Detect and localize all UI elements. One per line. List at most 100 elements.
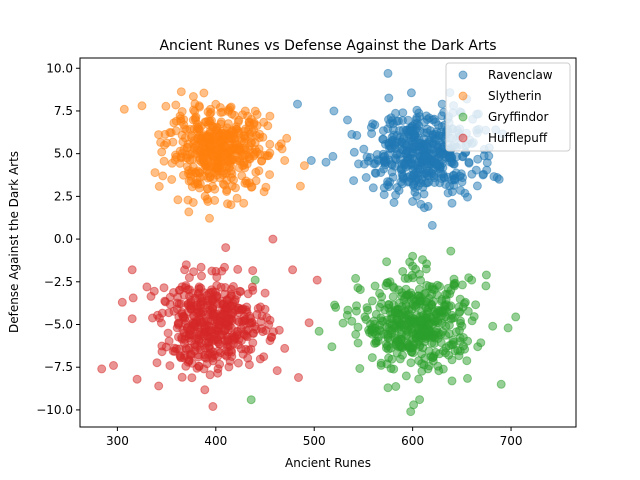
- data-point: [232, 330, 242, 340]
- data-point: [200, 385, 210, 395]
- data-point: [186, 326, 195, 335]
- data-point: [263, 121, 273, 131]
- data-point: [170, 155, 180, 165]
- data-point: [398, 108, 408, 118]
- data-point: [371, 168, 381, 178]
- data-point: [216, 330, 226, 340]
- data-point: [207, 351, 217, 361]
- data-point: [397, 291, 407, 301]
- data-point: [205, 370, 215, 380]
- data-point: [183, 139, 193, 149]
- data-point: [223, 119, 233, 129]
- data-point: [188, 198, 198, 207]
- data-point: [378, 126, 388, 136]
- data-point: [265, 111, 275, 121]
- data-point: [142, 282, 152, 292]
- data-point: [467, 316, 477, 326]
- data-point: [463, 336, 473, 346]
- data-point: [431, 117, 441, 127]
- data-point: [342, 310, 352, 320]
- data-point: [268, 234, 278, 244]
- data-point: [450, 278, 460, 288]
- chart-title: Ancient Runes vs Defense Against the Dar…: [159, 38, 496, 54]
- legend-box: [445, 62, 571, 152]
- data-point: [171, 116, 181, 126]
- data-point: [168, 137, 178, 147]
- data-point: [214, 145, 224, 155]
- data-point: [380, 158, 390, 168]
- data-point: [416, 296, 426, 306]
- data-point: [353, 322, 363, 332]
- data-point: [338, 318, 348, 328]
- data-point: [401, 299, 411, 309]
- legend-item: Ravenclaw: [458, 68, 553, 82]
- data-point: [109, 361, 118, 370]
- data-point: [387, 329, 397, 339]
- data-point: [456, 185, 465, 195]
- data-point: [411, 115, 421, 125]
- data-point: [165, 361, 175, 371]
- data-point: [137, 101, 147, 111]
- data-point: [251, 324, 261, 334]
- data-point: [398, 172, 408, 182]
- data-point: [237, 304, 247, 314]
- data-point: [224, 362, 234, 372]
- data-point: [280, 343, 290, 353]
- data-point: [199, 171, 209, 181]
- data-point: [280, 156, 290, 165]
- data-point: [185, 285, 194, 295]
- data-point: [361, 173, 371, 182]
- legend-item: Gryffindor: [458, 110, 549, 124]
- data-point: [252, 310, 262, 319]
- data-point: [428, 353, 438, 362]
- series-gryffindor: [246, 246, 521, 417]
- data-point: [362, 303, 372, 313]
- data-point: [304, 318, 314, 328]
- legend: Ravenclaw Slytherin Gryffindor Hufflepuff: [445, 62, 571, 152]
- data-point: [153, 310, 162, 320]
- y-tick-label: −5.0: [44, 318, 73, 332]
- data-point: [447, 198, 457, 208]
- data-point: [260, 288, 270, 298]
- data-point: [208, 309, 218, 319]
- data-point: [408, 197, 418, 206]
- data-point: [496, 379, 506, 389]
- plot-frame: [79, 57, 577, 428]
- data-point: [364, 156, 373, 166]
- y-tick-label: −10.0: [36, 403, 73, 417]
- data-point: [391, 382, 401, 391]
- x-axis: 300 400 500 600 700: [106, 427, 523, 448]
- data-point: [167, 175, 177, 184]
- data-point: [331, 302, 341, 312]
- data-point: [132, 374, 142, 384]
- data-point: [154, 181, 164, 191]
- data-point: [503, 323, 513, 333]
- legend-item: Slytherin: [458, 89, 542, 103]
- data-point: [264, 320, 274, 330]
- data-point: [196, 283, 206, 293]
- data-point: [188, 92, 198, 101]
- data-point: [424, 346, 434, 356]
- data-point: [393, 116, 403, 126]
- y-axis-label: Defense Against the Dark Arts: [7, 151, 21, 333]
- data-point: [236, 287, 246, 297]
- data-point: [481, 281, 491, 291]
- data-point: [227, 301, 237, 311]
- data-point: [479, 169, 488, 179]
- data-point: [327, 342, 337, 352]
- data-point: [119, 104, 129, 114]
- data-point: [379, 190, 389, 200]
- data-point: [200, 148, 210, 158]
- data-point: [229, 128, 239, 138]
- data-point: [248, 266, 258, 276]
- data-point: [210, 184, 220, 194]
- data-point: [233, 358, 243, 368]
- data-point: [157, 341, 167, 351]
- data-point: [232, 193, 242, 203]
- data-point: [188, 115, 198, 125]
- data-point: [161, 101, 171, 111]
- y-tick-label: 7.5: [54, 104, 73, 118]
- data-point: [182, 345, 192, 355]
- data-point: [434, 366, 444, 376]
- data-point: [239, 198, 249, 208]
